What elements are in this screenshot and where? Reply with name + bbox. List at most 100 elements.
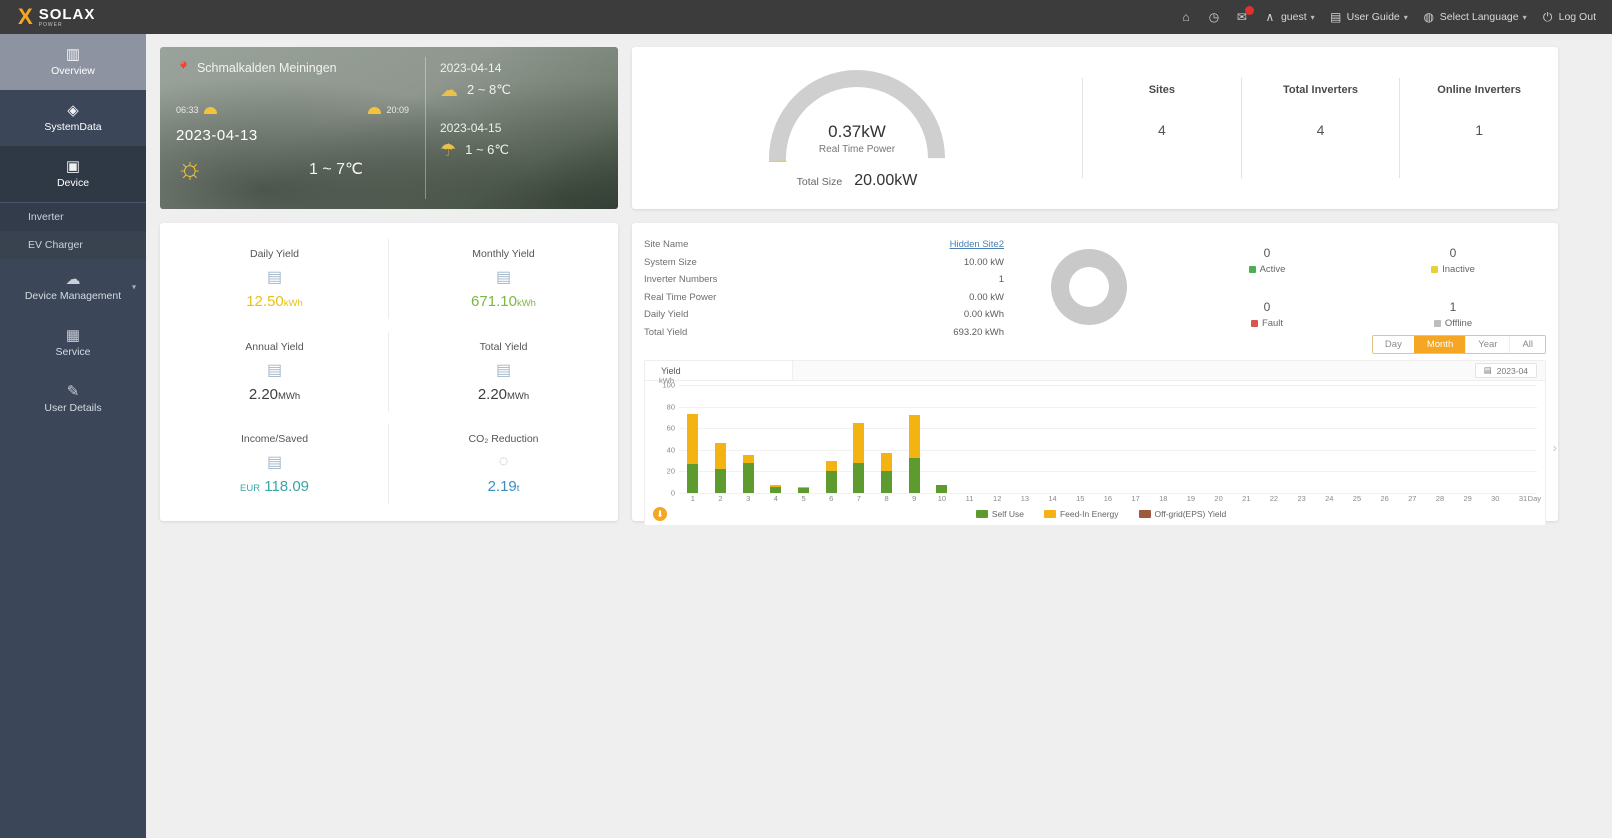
chart-bar-slot[interactable] xyxy=(983,385,1011,493)
legend-item: Off-grid(EPS) Yield xyxy=(1138,509,1226,519)
period-month-button[interactable]: Month xyxy=(1413,336,1466,353)
chart-date-picker[interactable]: ▤ 2023-04 xyxy=(1474,363,1537,378)
legend-swatch-self-use xyxy=(975,510,988,518)
sidebar-subitem-label: Inverter xyxy=(28,211,64,223)
logout-button[interactable]: ⏻ Log Out xyxy=(1541,10,1596,24)
chart-bar-segment xyxy=(742,462,754,493)
x-axis-tick: 24 xyxy=(1325,494,1334,503)
gauge-readout: 0.37kW Real Time Power xyxy=(769,122,945,155)
user-menu[interactable]: ∧ guest ▾ xyxy=(1263,10,1315,24)
chevron-down-icon: ▾ xyxy=(1310,12,1315,22)
row-key: Site Name xyxy=(644,239,689,250)
chart-bar-slot[interactable] xyxy=(1260,385,1288,493)
chart-bar-segment xyxy=(908,415,920,459)
chart-bar-slot[interactable] xyxy=(679,385,707,493)
x-axis-tick: 30 xyxy=(1491,494,1500,503)
chart-bar-slot[interactable] xyxy=(1149,385,1177,493)
chart-bar-slot[interactable] xyxy=(707,385,735,493)
y-axis: 0 20 40 60 80 100 xyxy=(651,381,677,498)
status-offline: 1 Offline xyxy=(1360,300,1546,329)
download-icon[interactable]: ⬇ xyxy=(653,507,667,521)
user-icon: ∧ xyxy=(1265,10,1275,24)
sidebar-item-overview[interactable]: ▥ Overview xyxy=(0,34,146,90)
brand-logo[interactable]: X SOLAX POWER xyxy=(0,0,146,34)
chart-bar-slot[interactable] xyxy=(1011,385,1039,493)
weather-today-temp: 1 ~ 7℃ xyxy=(309,161,363,178)
chart-bar-segment xyxy=(742,455,754,463)
forecast-temp: 1 ~ 6℃ xyxy=(465,142,510,157)
sun-cloud-icon: ☼ xyxy=(176,152,204,185)
chart-bar xyxy=(770,485,782,493)
period-all-button[interactable]: All xyxy=(1509,336,1545,353)
gridline xyxy=(679,406,1537,408)
location-pin-icon: 📍 xyxy=(176,61,191,75)
sidebar-item-device[interactable]: ▣ Device xyxy=(0,146,146,202)
chart-bar-slot[interactable] xyxy=(928,385,956,493)
chart-bar xyxy=(936,485,948,493)
chart-bar-slot[interactable] xyxy=(762,385,790,493)
swatch-inactive xyxy=(1431,265,1439,273)
weather-today-date: 2023-04-13 xyxy=(176,127,258,144)
y-axis-tick: 60 xyxy=(666,423,675,433)
period-selector: Day Month Year All xyxy=(644,335,1546,354)
sidebar-item-user-details[interactable]: ✎ User Details xyxy=(0,371,146,427)
chart-bar-slot[interactable] xyxy=(1315,385,1343,493)
chart-bar-slot[interactable] xyxy=(1454,385,1482,493)
chart-bar-slot[interactable] xyxy=(956,385,984,493)
chart-bar-slot[interactable] xyxy=(1343,385,1371,493)
row-key: Daily Yield xyxy=(644,309,689,320)
chart-bar-slot[interactable] xyxy=(1509,385,1537,493)
chart-bar-slot[interactable] xyxy=(1177,385,1205,493)
chart-bar-slot[interactable] xyxy=(1122,385,1150,493)
swatch-offline xyxy=(1433,319,1441,327)
chart-bar-slot[interactable] xyxy=(1039,385,1067,493)
chart-bar-slot[interactable] xyxy=(873,385,901,493)
chart-bar-slot[interactable] xyxy=(817,385,845,493)
chart-bar-slot[interactable] xyxy=(1232,385,1260,493)
row-value[interactable]: Hidden Site2 xyxy=(949,239,1004,250)
yield-number: 118.09 xyxy=(264,478,309,496)
chart-bar-slot[interactable] xyxy=(845,385,873,493)
chart-bar-slot[interactable] xyxy=(1481,385,1509,493)
period-year-button[interactable]: Year xyxy=(1465,336,1510,353)
sidebar-item-device-management[interactable]: ☁ Device Management ▾ xyxy=(0,259,146,315)
next-chart-arrow[interactable]: › xyxy=(1552,439,1557,455)
site-detail-card: Site Name Hidden Site2 System Size 10.00… xyxy=(632,223,1558,526)
language-label: Select Language xyxy=(1439,11,1519,23)
yield-label: Monthly Yield xyxy=(472,248,535,260)
sidebar-divider xyxy=(0,202,146,203)
period-day-button[interactable]: Day xyxy=(1372,336,1414,353)
tab-yield[interactable]: Yield xyxy=(645,361,793,380)
status-label-wrap: Active xyxy=(1174,264,1360,275)
sidebar-item-service[interactable]: ▦ Service xyxy=(0,315,146,371)
sidebar-item-inverter[interactable]: Inverter xyxy=(0,203,146,231)
chart-bar-slot[interactable] xyxy=(900,385,928,493)
sidebar-item-ev-charger[interactable]: EV Charger xyxy=(0,231,146,259)
x-axis-tick: 8 xyxy=(884,494,889,503)
language-menu[interactable]: ◍ Select Language ▾ xyxy=(1422,10,1527,24)
row-value: 0.00 kWh xyxy=(963,309,1004,320)
chart-bar-slot[interactable] xyxy=(790,385,818,493)
chart-bar-slot[interactable] xyxy=(1288,385,1316,493)
calendar-icon: ▤ xyxy=(1483,365,1492,375)
swatch-active xyxy=(1248,265,1256,273)
clock-icon[interactable]: ◷ xyxy=(1208,10,1220,24)
chart-bar-slot[interactable] xyxy=(1398,385,1426,493)
chart-bar-slot[interactable] xyxy=(1066,385,1094,493)
chart-bar xyxy=(687,414,699,493)
sidebar-item-systemdata[interactable]: ◈ SystemData xyxy=(0,90,146,146)
book-icon: ▤ xyxy=(1329,10,1342,24)
help-icon[interactable]: ⌂ xyxy=(1182,10,1190,24)
chart-bar-slot[interactable] xyxy=(734,385,762,493)
yield-label: Annual Yield xyxy=(245,340,304,353)
chart-bar-slot[interactable] xyxy=(1205,385,1233,493)
gauge-graphic: 0.37kW Real Time Power xyxy=(769,70,945,162)
chart-gridlines xyxy=(679,385,1537,494)
chart-bar-slot[interactable] xyxy=(1094,385,1122,493)
table-row: Real Time Power 0.00 kW xyxy=(644,289,1004,307)
message-icon[interactable]: ✉ xyxy=(1235,6,1254,24)
chart-bar-slot[interactable] xyxy=(1371,385,1399,493)
chart-bar-slot[interactable] xyxy=(1426,385,1454,493)
yield-label: Total Yield xyxy=(479,340,528,353)
user-guide-menu[interactable]: ▤ User Guide ▾ xyxy=(1329,10,1408,24)
